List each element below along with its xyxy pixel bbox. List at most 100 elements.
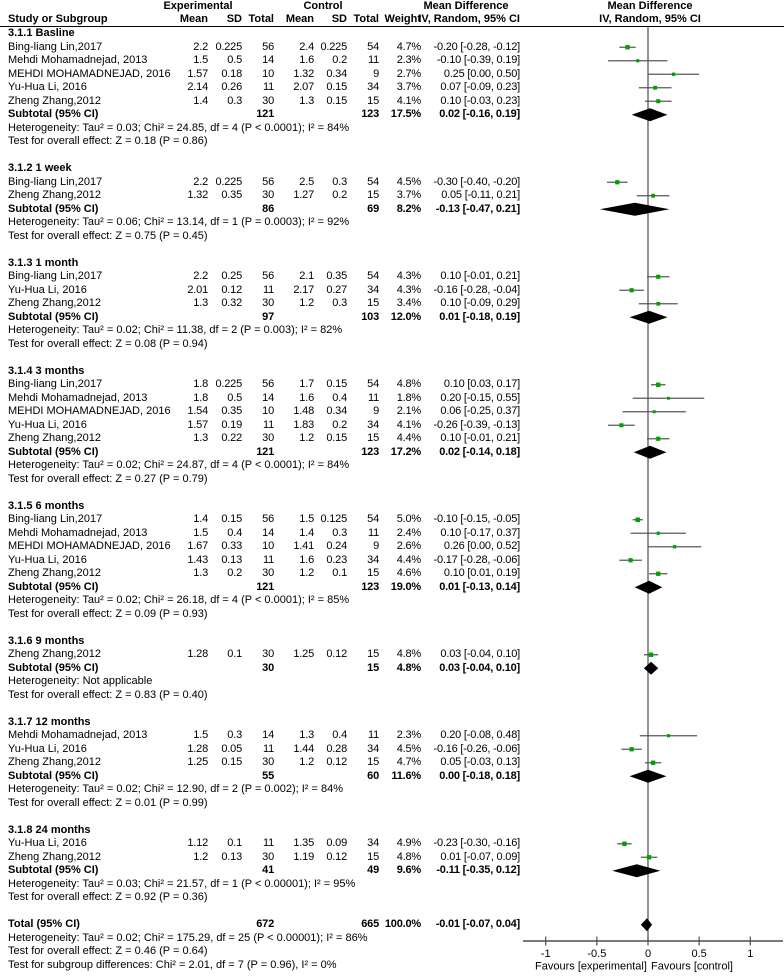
favours-left-label: Favours [experimental] [535,961,647,973]
study-row: Zheng Zhang,2012 1.32 0.35 30 1.27 0.2 15 3.7% 0… [0,189,520,203]
ctl-mean: 1.48 [293,405,314,417]
exp-sd: 0.13 [221,553,242,566]
study-name: MEHDI MOHAMADNEJAD, 2016 [8,405,171,417]
header-ctl-sd: SD [331,13,347,25]
ci-text: -0.17 [-0.28, -0.06] [433,553,521,566]
exp-mean: 1.2 [193,850,208,863]
exp-mean [170,446,208,460]
overall-effect-text: Test for overall effect: Z = 0.08 (P = 0… [8,337,208,350]
weight: 4.7% [396,756,421,768]
weight: 4.7% [396,40,421,53]
heterogeneity-text: Heterogeneity: Not applicable [8,675,153,687]
study-name: Zheng Zhang,2012 [8,756,101,768]
spacer [0,621,520,635]
study-row: Zheng Zhang,2012 1.25 0.15 30 1.2 0.12 15 4.7% 0… [0,756,520,770]
ci-text: -0.16 [-0.26, -0.06] [433,742,521,755]
heterogeneity-text: Heterogeneity: Tau² = 0.03; Chi² = 24.85… [8,121,350,134]
exp-sd: 0.33 [221,540,242,552]
ctl-mean [274,203,314,217]
section-title: 3.1.6 9 months [8,634,85,647]
effect-marker [652,410,656,414]
ctl-total: 11 [367,526,379,539]
exp-mean [170,770,208,784]
exp-total: 11 [262,283,274,296]
effect-marker [648,652,654,657]
ci-text: 0.25 [0.00, 0.50] [443,67,520,80]
exp-total: 97 [262,310,274,323]
exp-sd: 0.225 [215,175,242,188]
study-name: Yu-Hua Li, 2016 [8,837,87,849]
weight: 3.7% [396,189,421,201]
weight: 4.4% [396,553,421,566]
effect-marker [653,85,658,90]
exp-total: 30 [262,756,274,768]
exp-total: 14 [262,526,274,539]
subtotal-row: Subtotal (95% CI) 30 15 4.8% 0.03 [-0.04, 0.… [0,662,520,676]
weight: 4.4% [396,432,421,444]
exp-sd: 0.19 [221,418,242,431]
study-name: MEHDI MOHAMADNEJAD, 2016 [8,540,171,552]
weight: 5.0% [396,513,421,525]
section-title: 3.1.8 24 months [8,823,91,836]
spacer [0,486,520,500]
exp-total: 10 [262,540,274,552]
effect-marker [646,855,652,860]
heterogeneity-text: Heterogeneity: Tau² = 0.02; Chi² = 26.18… [8,594,350,606]
effect-marker [628,558,633,563]
ctl-sd: 0.34 [326,405,347,417]
study-name: Zheng Zhang,2012 [8,648,101,660]
exp-sd: 0.3 [227,94,242,107]
effect-marker [615,180,620,185]
ctl-sd [314,864,347,878]
effect-marker [656,382,661,387]
spacer [0,905,520,919]
exp-total: 10 [262,405,274,417]
effect-marker [656,531,660,535]
ctl-mean: 1.83 [293,418,314,431]
exp-sd [208,662,242,676]
ci-text: 0.10 [-0.01, 0.21] [440,270,520,282]
weight: 2.3% [396,729,421,741]
weight: 2.3% [396,54,421,66]
ctl-total: 11 [367,729,379,741]
exp-sd: 0.26 [221,81,242,93]
ctl-mean: 2.1 [299,270,314,282]
effect-marker [635,517,641,522]
exp-total: 56 [262,378,274,390]
effect-marker [629,747,634,752]
exp-mean [170,918,208,932]
ctl-sd: 0.28 [326,742,347,755]
ctl-total: 15 [367,850,379,863]
effect-marker [672,545,677,549]
exp-total: 14 [262,729,274,741]
exp-mean: 1.54 [187,405,208,417]
weight: 17.2% [390,445,421,458]
study-name: Mehdi Mohamadnejad, 2013 [8,54,148,66]
ctl-sd [314,203,347,217]
ci-text: 0.00 [-0.18, 0.18] [439,769,520,782]
exp-sd: 0.32 [221,297,242,309]
ctl-total: 34 [367,742,379,755]
header-weight: Weight [384,13,421,25]
header-study-or-subgroup: Study or Subgroup [8,13,108,25]
ctl-mean: 2.4 [299,40,314,53]
weight: 1.8% [396,391,421,404]
exp-sd: 0.13 [221,850,242,863]
ctl-total: 123 [361,108,379,120]
exp-mean: 1.5 [193,526,208,539]
ctl-mean [274,446,314,460]
exp-mean: 1.3 [193,432,208,444]
effect-marker [656,436,661,441]
ctl-mean: 1.6 [299,54,314,66]
exp-sd [208,203,242,217]
effect-marker [666,734,671,738]
exp-total: 56 [262,40,274,53]
weight: 4.1% [396,418,421,431]
study-name: Yu-Hua Li, 2016 [8,742,87,755]
ctl-mean [274,918,314,932]
exp-total: 11 [262,81,274,93]
subtotal-row: Subtotal (95% CI) 121 123 19.0% 0.01 [-0.13,… [0,581,520,595]
ctl-total: 9 [373,540,379,552]
exp-mean: 1.28 [187,648,208,660]
effect-marker [651,193,656,198]
